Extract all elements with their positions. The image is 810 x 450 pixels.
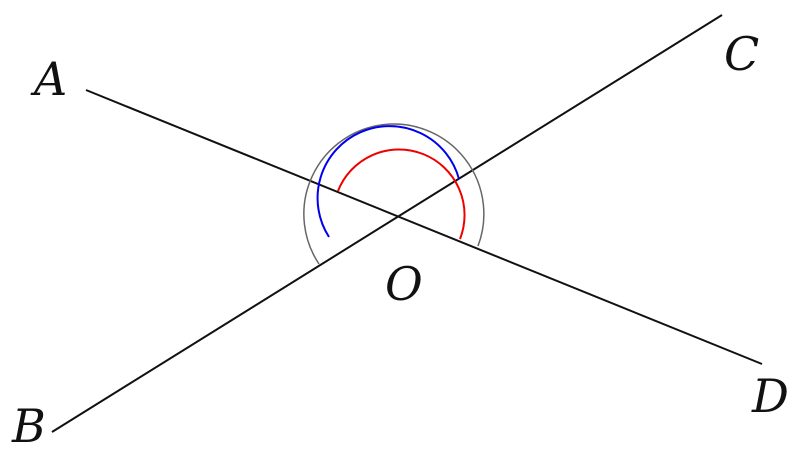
arc-blue [316,125,460,238]
arc-red [337,148,466,240]
line-AD [85,89,763,365]
label-B: B [11,399,46,450]
label-A: A [30,52,67,106]
label-D: D [751,369,789,423]
line-BC [51,14,723,433]
arc-gray [303,123,485,265]
label-C: C [724,27,759,81]
label-O: O [385,257,423,311]
